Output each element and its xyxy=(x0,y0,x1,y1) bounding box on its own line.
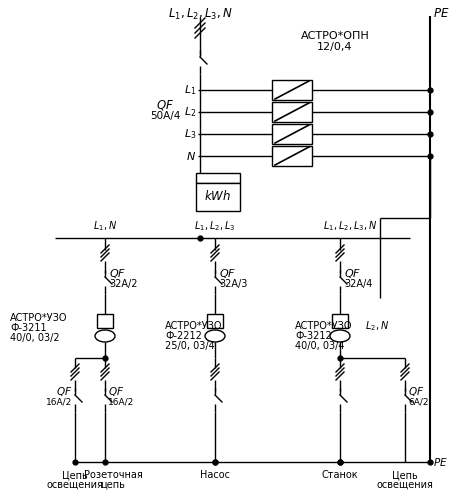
Text: $QF$: $QF$ xyxy=(344,267,361,280)
Text: освещения: освещения xyxy=(377,480,433,490)
Bar xyxy=(207,314,223,328)
Text: $PE$: $PE$ xyxy=(433,456,448,468)
Text: $L_1, N$: $L_1, N$ xyxy=(93,219,117,233)
Text: Ф-3212: Ф-3212 xyxy=(295,331,332,341)
Text: цепь: цепь xyxy=(101,480,125,490)
Text: $kWh$: $kWh$ xyxy=(204,189,231,203)
Text: $QF$: $QF$ xyxy=(219,267,236,280)
Text: $L_2, N$: $L_2, N$ xyxy=(365,319,389,333)
Text: освещения: освещения xyxy=(47,480,104,490)
Text: $L_1, L_2, L_3, N$: $L_1, L_2, L_3, N$ xyxy=(323,219,377,233)
Text: $L_1, L_2, L_3, N$: $L_1, L_2, L_3, N$ xyxy=(168,7,232,22)
Bar xyxy=(272,102,312,122)
Text: АСТРО*УЗО: АСТРО*УЗО xyxy=(295,321,352,331)
Text: $N$: $N$ xyxy=(186,150,196,162)
Text: 32A/4: 32A/4 xyxy=(344,279,372,289)
Text: $L_3$: $L_3$ xyxy=(183,127,196,141)
Text: 16A/2: 16A/2 xyxy=(46,397,72,406)
Bar xyxy=(196,173,240,183)
Text: Ф-3211: Ф-3211 xyxy=(10,323,47,333)
Text: 40/0, 03/2: 40/0, 03/2 xyxy=(10,333,60,343)
Text: АСТРО*УЗО: АСТРО*УЗО xyxy=(165,321,222,331)
Text: Цепь: Цепь xyxy=(62,470,88,480)
Text: 12/0,4: 12/0,4 xyxy=(317,42,353,52)
Text: $QF$: $QF$ xyxy=(108,384,124,397)
Text: Розеточная: Розеточная xyxy=(84,470,142,480)
Bar xyxy=(196,183,240,211)
Bar xyxy=(272,80,312,100)
Text: 25/0, 03/4: 25/0, 03/4 xyxy=(165,341,215,351)
Text: Станок: Станок xyxy=(322,470,358,480)
Bar xyxy=(97,314,113,328)
Text: 32A/3: 32A/3 xyxy=(219,279,247,289)
Text: $L_1, L_2, L_3$: $L_1, L_2, L_3$ xyxy=(194,219,236,233)
Text: Цепь: Цепь xyxy=(392,470,418,480)
Text: 40/0, 03/4: 40/0, 03/4 xyxy=(295,341,344,351)
Text: Ф-2212: Ф-2212 xyxy=(165,331,202,341)
Text: $PE$: $PE$ xyxy=(433,7,449,20)
Text: АСТРО*УЗО: АСТРО*УЗО xyxy=(10,313,67,323)
Bar xyxy=(272,124,312,144)
Text: $QF$: $QF$ xyxy=(408,384,424,397)
Text: 6A/2: 6A/2 xyxy=(408,397,428,406)
Text: 32A/2: 32A/2 xyxy=(109,279,137,289)
Text: $L_1$: $L_1$ xyxy=(183,83,196,97)
Text: 50A/4: 50A/4 xyxy=(150,111,180,121)
Text: 16A/2: 16A/2 xyxy=(108,397,134,406)
Text: $L_2$: $L_2$ xyxy=(184,105,196,119)
Text: Насос: Насос xyxy=(200,470,230,480)
Bar xyxy=(332,314,348,328)
Text: $QF$: $QF$ xyxy=(56,384,72,397)
Text: $QF$: $QF$ xyxy=(109,267,126,280)
Bar xyxy=(272,146,312,166)
Text: АСТРО*ОПН: АСТРО*ОПН xyxy=(301,31,370,41)
Text: $QF$: $QF$ xyxy=(156,98,174,112)
